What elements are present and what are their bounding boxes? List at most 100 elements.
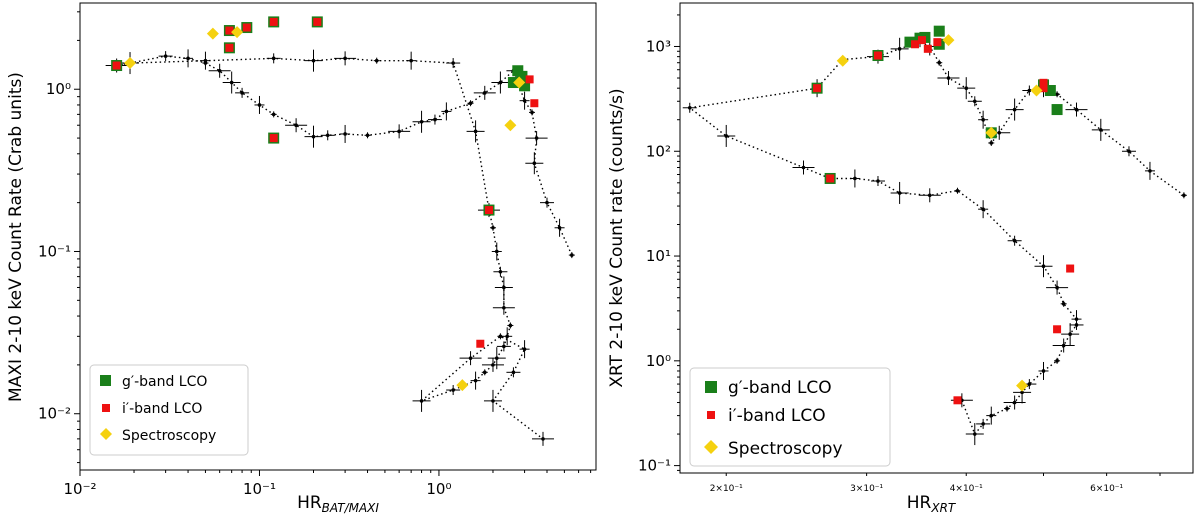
right-legend-i-label: i′-band LCO	[728, 406, 826, 426]
right-legend-box	[689, 367, 891, 467]
left-track-point	[257, 103, 262, 107]
left-track-point	[343, 56, 347, 61]
right-track-point	[1055, 359, 1059, 363]
left-track-point	[505, 334, 509, 339]
left-track-point	[494, 249, 499, 254]
right-track-point	[687, 105, 692, 110]
right-track-point	[981, 422, 985, 426]
right-x-axis-label: HRXRT	[907, 493, 957, 515]
right-track-point	[1074, 323, 1079, 327]
right-x-tick-label: 4×10⁻¹	[950, 484, 983, 494]
left-track-point	[545, 200, 549, 205]
right-track-point	[997, 131, 1002, 135]
left-legend-g-label: g′-band LCO	[122, 374, 207, 390]
left-track-point	[419, 119, 424, 124]
left-track-point	[468, 101, 473, 106]
left-x-axis-label: HRBAT/MAXI	[297, 493, 379, 515]
left-i-band-point	[484, 206, 493, 215]
left-track-point	[502, 285, 506, 290]
right-g-band-point	[1044, 85, 1056, 97]
left-plot-frame	[79, 2, 597, 471]
left-spectroscopy-point	[124, 57, 137, 70]
right-track-point	[1027, 88, 1032, 93]
left-track-point	[498, 269, 503, 274]
right-legend-g-label: g′-band LCO	[728, 378, 832, 398]
right-track-point	[981, 117, 985, 122]
left-track-point	[511, 370, 516, 375]
right-spectroscopy-point	[942, 34, 955, 47]
left-spectroscopy-point	[231, 26, 244, 39]
left-axis-ticks: 10⁻² 10⁻¹ 10⁰ 10⁻² 10⁻¹ 10⁰	[38, 11, 592, 498]
right-track-point	[1055, 92, 1059, 97]
left-track-point	[491, 399, 495, 403]
right-i-band-point	[923, 44, 932, 53]
left-legend-spec-marker	[100, 428, 112, 440]
right-track-point	[981, 207, 985, 211]
right-track-point	[1027, 382, 1032, 386]
left-track-point	[491, 225, 495, 230]
right-plot-area	[682, 25, 1187, 446]
right-i-band-point	[917, 36, 926, 45]
right-track-point	[946, 76, 951, 80]
left-track-point	[473, 129, 478, 134]
right-track-point	[1012, 107, 1017, 112]
right-track-point	[1020, 390, 1024, 395]
right-track-point	[972, 99, 977, 104]
left-legend-g-marker	[100, 375, 111, 386]
left-track-point	[374, 58, 379, 63]
right-track-point	[1148, 169, 1152, 173]
right-track-point	[964, 86, 969, 90]
left-track-point	[186, 56, 190, 61]
left-track-point	[240, 91, 244, 95]
right-track-point	[1055, 285, 1059, 290]
right-i-band-point	[826, 174, 835, 183]
right-i-band-point	[1066, 264, 1075, 273]
left-track-point	[557, 225, 562, 230]
right-y-tick-label: 10²	[646, 142, 671, 160]
right-x-tick-label: 2×10⁻¹	[710, 484, 743, 494]
right-track-point	[989, 413, 994, 418]
left-track-point	[451, 61, 455, 65]
left-track-point	[498, 80, 503, 85]
left-legend-spec-label: Spectroscopy	[122, 428, 216, 444]
left-track-point	[532, 161, 537, 166]
right-track-point	[1099, 128, 1103, 132]
left-legend: g′-band LCO i′-band LCO Spectroscopy	[89, 364, 249, 456]
right-track-point	[1074, 317, 1079, 321]
left-x-tick-label: 10⁻¹	[243, 480, 276, 498]
right-x-tick-label: 3×10⁻¹	[850, 484, 883, 494]
right-track-point	[876, 179, 880, 183]
left-track-point	[397, 129, 401, 134]
right-y-tick-label: 10⁻¹	[638, 457, 671, 475]
right-track-point	[1061, 302, 1066, 306]
left-x-tick-label: 10⁻²	[63, 480, 96, 498]
left-i-band-point	[242, 23, 251, 32]
right-legend-spec-label: Spectroscopy	[728, 439, 843, 459]
right-spectroscopy-point	[1030, 84, 1043, 97]
right-track-point	[897, 191, 902, 195]
right-track-point	[1041, 369, 1046, 373]
right-i-band-point	[1039, 78, 1048, 87]
left-plot-area	[105, 16, 575, 446]
right-legend-g-marker	[705, 381, 717, 393]
left-track-point	[203, 58, 208, 63]
left-track-point	[311, 58, 316, 63]
left-track-point	[473, 378, 478, 383]
right-i-band-point	[1039, 84, 1048, 93]
right-track-point	[1012, 400, 1017, 405]
left-track-point	[311, 134, 316, 139]
right-track-point	[955, 188, 960, 193]
left-track-point	[444, 109, 449, 114]
left-g-band-point	[516, 70, 528, 82]
right-legend-spec-marker	[704, 440, 718, 454]
left-g-band-point	[512, 65, 524, 77]
left-track-point	[502, 305, 506, 310]
left-i-band-point	[112, 61, 121, 70]
right-y-axis-label: XRT 2-10 keV Count rate (counts/s)	[607, 88, 627, 387]
right-track-point	[724, 134, 729, 138]
right-track-point	[1182, 193, 1186, 198]
right-track-point	[1061, 343, 1066, 348]
left-panel: 10⁻² 10⁻¹ 10⁰ 10⁻² 10⁻¹ 10⁰ MAXI 2-10 keV Cou…	[6, 2, 597, 515]
left-x-tick-label: 10⁰	[426, 480, 451, 498]
left-track-point	[325, 133, 330, 138]
